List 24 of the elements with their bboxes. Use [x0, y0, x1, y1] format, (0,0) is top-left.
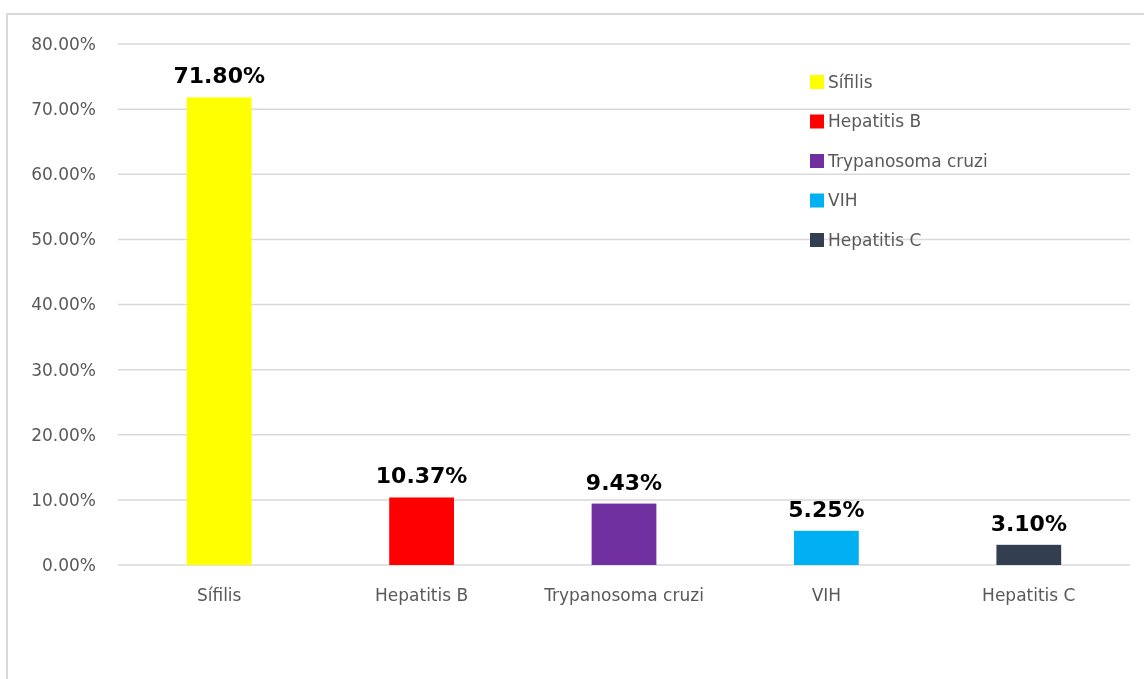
legend-label: Hepatitis B: [828, 111, 922, 132]
data-label: 5.25%: [788, 496, 865, 522]
legend-label: VIH: [828, 190, 858, 211]
x-tick-label: Hepatitis C: [982, 585, 1076, 605]
legend-label: Sífilis: [828, 71, 873, 92]
data-label: 9.43%: [585, 469, 663, 495]
legend-label: Trypanosoma cruzi: [827, 150, 988, 171]
x-tick-label: Hepatitis B: [375, 585, 469, 605]
data-label: 71.80%: [173, 63, 266, 89]
x-tick-label: Trypanosoma cruzi: [543, 585, 704, 605]
y-tick-label: 20.00%: [31, 424, 96, 445]
y-tick-label: 10.00%: [31, 489, 96, 510]
y-tick-label: 80.00%: [31, 33, 96, 54]
data-label: 3.10%: [990, 510, 1067, 536]
y-tick-label: 60.00%: [31, 164, 96, 185]
y-tick-label: 70.00%: [31, 99, 96, 120]
data-label: 10.37%: [375, 463, 468, 489]
y-tick-label: 40.00%: [31, 294, 96, 315]
x-tick-label: VIH: [811, 585, 842, 605]
legend-label: Hepatitis C: [828, 229, 922, 250]
y-tick-label: 0.00%: [41, 554, 96, 575]
x-tick-label: Sífilis: [196, 585, 242, 605]
y-tick-label: 30.00%: [31, 359, 96, 380]
y-tick-label: 50.00%: [31, 229, 96, 250]
